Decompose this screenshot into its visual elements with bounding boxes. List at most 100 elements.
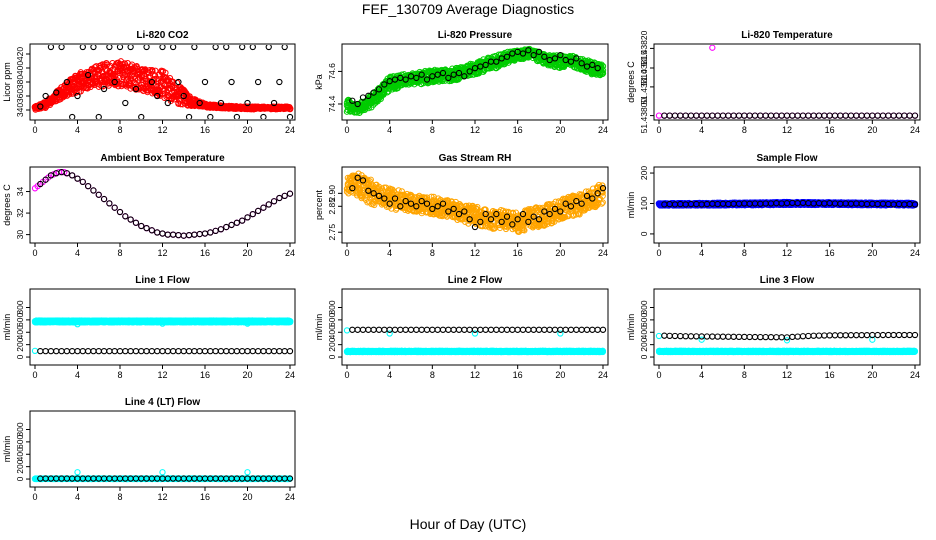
data-point: [466, 68, 473, 75]
data-point: [730, 112, 737, 119]
y-axis-label: kPa: [314, 74, 324, 90]
data-point: [349, 97, 356, 104]
data-point: [423, 76, 431, 83]
data-point: [885, 112, 892, 119]
data-point: [191, 231, 198, 238]
x-tick-label: 0: [656, 125, 661, 135]
data-point: [154, 92, 161, 100]
data-point: [143, 45, 150, 51]
data-point: [164, 99, 171, 107]
data-point: [74, 175, 81, 182]
data-point: [778, 112, 785, 119]
data-point: [906, 112, 913, 119]
data-point: [286, 190, 294, 197]
data-point: [725, 112, 732, 119]
data-point: [116, 208, 124, 216]
data-point: [599, 70, 607, 77]
x-tick-label: 16: [825, 248, 835, 258]
x-tick-label: 12: [470, 125, 480, 135]
data-point: [477, 218, 484, 226]
data-point: [164, 231, 171, 238]
data-point: [270, 198, 278, 205]
data-point: [349, 184, 356, 192]
y-tick-label: 360: [15, 89, 25, 103]
y-tick-label: 30: [15, 230, 25, 240]
data-point: [847, 112, 855, 119]
x-tick-label: 12: [470, 248, 480, 258]
data-point: [391, 195, 399, 202]
data-point: [402, 76, 409, 83]
data-point: [455, 210, 463, 218]
data-point: [477, 63, 484, 70]
data-point: [69, 172, 76, 179]
y-tick-label: 34: [15, 187, 25, 197]
data-point: [661, 112, 668, 119]
data-point: [783, 112, 791, 119]
x-tick-label: 8: [117, 248, 122, 258]
data-point: [84, 85, 91, 92]
data-point: [482, 210, 489, 218]
data-point: [482, 61, 489, 69]
data-point: [599, 63, 607, 70]
data-point: [901, 112, 908, 119]
data-point: [429, 73, 436, 80]
data-point: [254, 78, 262, 86]
data-point: [541, 208, 548, 215]
data-point: [509, 50, 516, 57]
data-point: [233, 113, 241, 119]
data-point: [217, 226, 225, 233]
panel-title: Li-820 CO2: [136, 30, 189, 41]
data-point: [557, 51, 564, 59]
data-point: [90, 45, 97, 51]
data-point: [413, 74, 420, 82]
data-point: [281, 192, 288, 199]
panel-title: Sample Flow: [756, 153, 817, 164]
data-point: [842, 112, 849, 119]
data-point: [567, 58, 575, 65]
data-point: [244, 99, 251, 107]
data-point: [201, 78, 209, 86]
data-point: [95, 191, 102, 198]
data-point: [191, 45, 198, 51]
data-point: [773, 112, 780, 119]
data-point: [682, 112, 689, 119]
data-point: [599, 199, 606, 206]
data-point: [196, 230, 203, 238]
data-point: [217, 99, 225, 107]
data-point: [142, 75, 149, 83]
data-point: [583, 192, 591, 200]
data-point: [525, 218, 532, 226]
data-point: [122, 213, 129, 220]
data-point: [103, 61, 111, 68]
panel-series: [655, 45, 919, 119]
data-point: [152, 67, 159, 74]
data-point: [79, 45, 86, 51]
data-point: [239, 45, 246, 51]
x-tick-label: 0: [32, 248, 37, 258]
data-point: [519, 50, 527, 57]
data-point: [503, 213, 511, 220]
plot-frame: [653, 43, 921, 121]
data-point: [201, 230, 209, 237]
data-point: [365, 105, 372, 112]
y-axis-label: ml/min: [626, 192, 636, 219]
data-point: [767, 112, 775, 119]
data-point: [578, 60, 585, 67]
data-point: [100, 195, 108, 203]
data-point: [703, 112, 711, 119]
data-point: [47, 45, 55, 51]
data-point: [281, 45, 288, 51]
data-point: [567, 203, 575, 210]
x-tick-label: 8: [742, 125, 747, 135]
data-point: [37, 180, 44, 188]
x-tick-label: 8: [117, 125, 122, 135]
y-axis-label: percent: [314, 189, 324, 220]
data-point: [381, 195, 388, 202]
data-point: [751, 112, 759, 119]
data-point: [746, 112, 753, 119]
data-point: [116, 45, 124, 51]
data-point: [100, 85, 108, 93]
data-point: [461, 73, 468, 80]
